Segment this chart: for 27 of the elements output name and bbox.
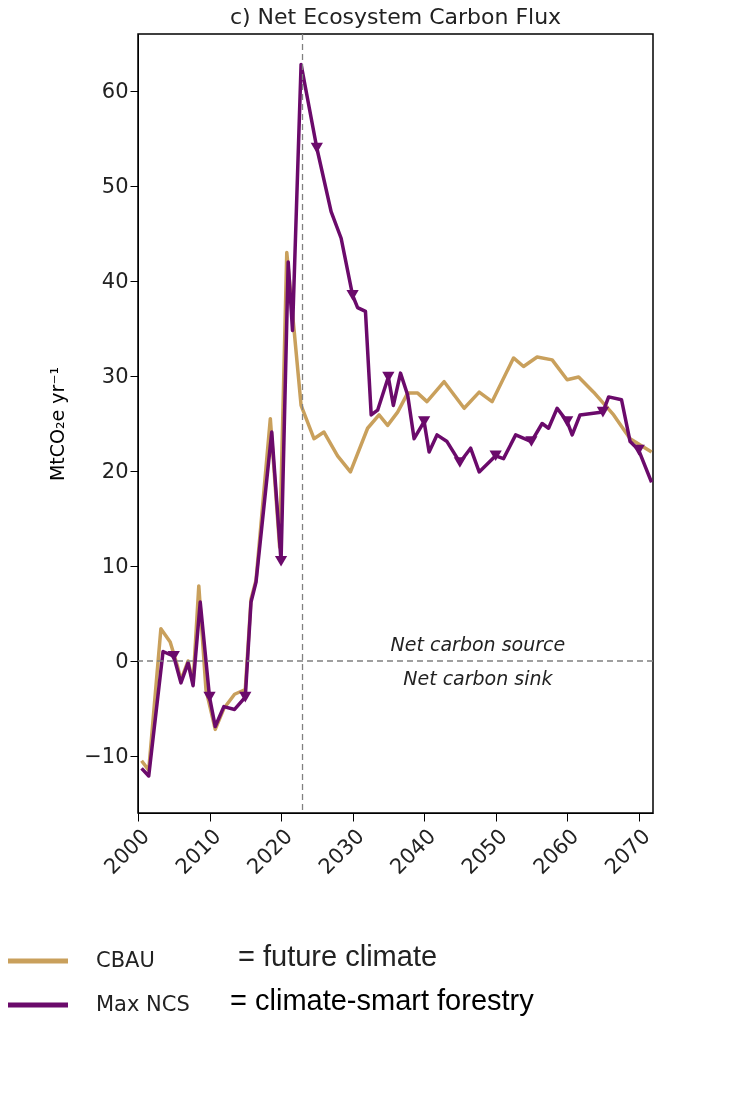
legend-label: CBAU (96, 948, 155, 972)
y-tick-label: 30 (101, 363, 129, 388)
point (453, 457, 466, 468)
chart-title: c) Net Ecosystem Carbon Flux (229, 4, 562, 30)
y-tick-label: 60 (101, 78, 129, 103)
y-axis-title: MtCO₂e yr⁻¹ (46, 366, 69, 482)
y-tick-label: −10 (84, 743, 129, 768)
y-tick-label: 10 (101, 553, 129, 578)
line-series (139, 62, 653, 778)
point (489, 450, 502, 462)
point (239, 691, 252, 703)
point (346, 289, 359, 301)
y-tick-label: 40 (101, 268, 129, 293)
y-tick-label: 20 (101, 458, 129, 483)
point (274, 555, 288, 567)
annotation: Net carbon source (390, 633, 566, 655)
y-tick-label: 0 (115, 648, 129, 673)
point (525, 436, 538, 447)
point (596, 406, 610, 418)
text: = future climate (238, 940, 438, 972)
point (167, 650, 180, 662)
point (561, 416, 574, 427)
text: = climate-smart forestry (230, 984, 535, 1016)
point (203, 691, 216, 703)
y-tick-label: 50 (101, 173, 129, 198)
legend-label: Max NCS (96, 992, 190, 1016)
annotation: Net carbon sink (403, 667, 554, 689)
